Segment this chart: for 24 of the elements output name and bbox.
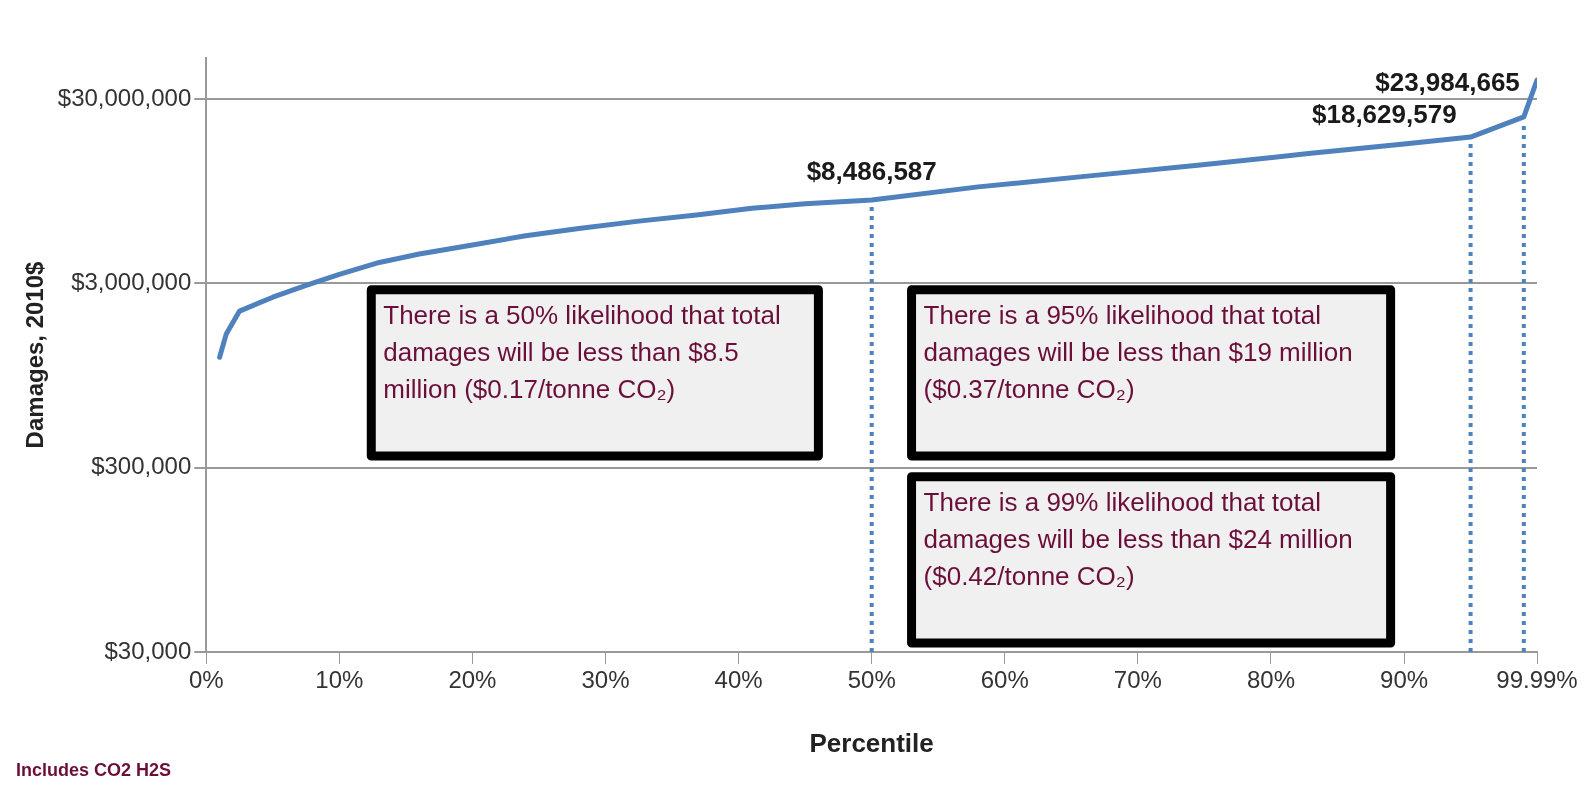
y-tick-label: $30,000,000 — [57, 83, 192, 111]
annotation: There is a 95% likelihood that total damages will be less than $19 million ($0.37/tonne CO₂) — [923, 299, 1353, 404]
y-tick-label: $30,000 — [104, 636, 192, 664]
data-label: $18,629,579 — [1312, 99, 1457, 130]
y-tick-label: $300,000 — [91, 452, 192, 480]
x-tick-label: 70% — [1113, 666, 1162, 694]
x-tick-label: 60% — [980, 666, 1029, 694]
text: Includes CO2 H2S — [16, 759, 172, 780]
y-axis-title: Damages, 2010$ — [21, 260, 49, 449]
x-tick-label: 40% — [714, 666, 763, 694]
x-tick-label: 50% — [847, 666, 896, 694]
annotation: There is a 99% likelihood that total damages will be less than $24 million ($0.42/tonne CO₂) — [923, 486, 1353, 591]
x-tick-label: 90% — [1380, 666, 1429, 694]
data-label: $8,486,587 — [806, 156, 937, 187]
y-tick-label: $3,000,000 — [71, 267, 192, 295]
x-tick-label: 80% — [1246, 666, 1295, 694]
annotation: There is a 50% likelihood that total damages will be less than $8.5 million ($0.17/tonne CO₂) — [383, 299, 781, 404]
x-tick-label: 20% — [448, 666, 497, 694]
x-tick-label: 99.99% — [1496, 666, 1578, 694]
x-tick-label: 10% — [315, 666, 364, 694]
x-tick-label: 30% — [581, 666, 630, 694]
x-axis-title: Percentile — [809, 727, 934, 758]
data-label: $23,984,665 — [1375, 66, 1520, 97]
x-tick-label: 0% — [188, 666, 224, 694]
